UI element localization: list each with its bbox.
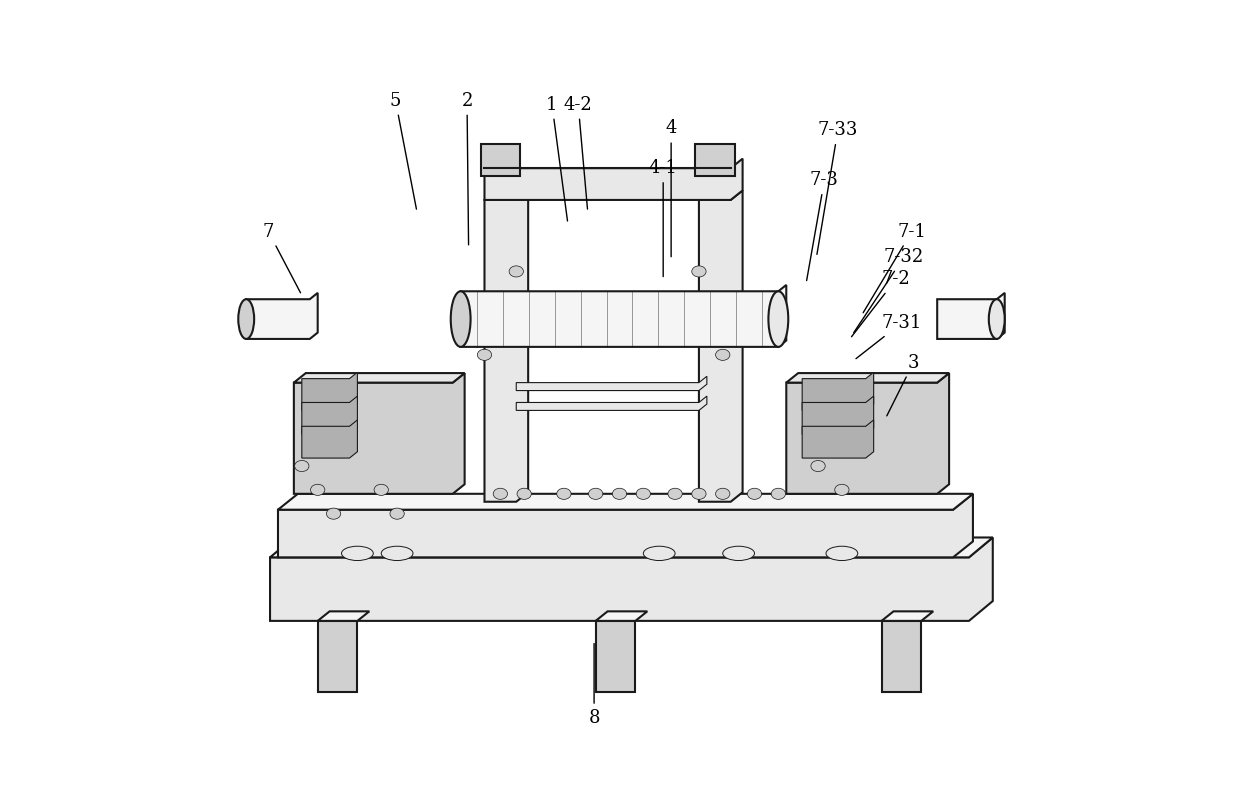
Text: 2: 2 (461, 92, 473, 245)
Ellipse shape (691, 266, 706, 277)
Ellipse shape (643, 546, 675, 560)
Ellipse shape (374, 485, 388, 496)
Polygon shape (802, 372, 873, 410)
Polygon shape (270, 537, 992, 621)
Ellipse shape (691, 489, 706, 500)
Polygon shape (699, 190, 742, 502)
Ellipse shape (517, 489, 532, 500)
Ellipse shape (238, 299, 254, 339)
Text: 4-2: 4-2 (564, 96, 592, 209)
Polygon shape (517, 376, 707, 391)
Polygon shape (787, 373, 949, 383)
Text: 7-2: 7-2 (851, 270, 911, 337)
Ellipse shape (716, 349, 730, 360)
Polygon shape (484, 190, 528, 502)
Polygon shape (695, 144, 735, 176)
Polygon shape (270, 537, 992, 557)
Polygon shape (302, 420, 357, 458)
Ellipse shape (382, 546, 413, 560)
Ellipse shape (326, 508, 341, 519)
Ellipse shape (716, 489, 730, 500)
Polygon shape (484, 159, 742, 200)
Polygon shape (278, 494, 973, 557)
Ellipse shape (311, 485, 325, 496)
Polygon shape (317, 611, 369, 621)
Ellipse shape (493, 489, 508, 500)
Ellipse shape (722, 546, 755, 560)
Text: 7-32: 7-32 (854, 248, 924, 332)
Ellipse shape (612, 489, 627, 500)
Text: 8: 8 (589, 643, 600, 727)
Polygon shape (278, 494, 973, 510)
Ellipse shape (747, 489, 762, 500)
Polygon shape (461, 285, 787, 347)
Ellipse shape (477, 349, 492, 360)
Ellipse shape (768, 291, 788, 347)
Polygon shape (302, 396, 357, 434)
Text: 7-1: 7-1 (864, 222, 927, 312)
Ellipse shape (989, 299, 1005, 339)
Ellipse shape (835, 485, 849, 496)
Polygon shape (294, 373, 465, 494)
Polygon shape (802, 396, 873, 434)
Ellipse shape (589, 489, 603, 500)
Polygon shape (302, 372, 357, 410)
Polygon shape (882, 611, 933, 621)
Polygon shape (317, 621, 357, 693)
Polygon shape (294, 373, 465, 383)
Ellipse shape (556, 489, 571, 500)
Ellipse shape (509, 266, 523, 277)
Polygon shape (596, 621, 636, 693)
Text: 4: 4 (665, 120, 676, 257)
Polygon shape (596, 611, 647, 621)
Ellipse shape (636, 489, 650, 500)
Ellipse shape (826, 546, 857, 560)
Polygon shape (787, 373, 949, 494)
Ellipse shape (342, 546, 373, 560)
Polygon shape (882, 621, 922, 693)
Ellipse shape (295, 461, 309, 472)
Text: 7: 7 (263, 222, 301, 292)
Text: 3: 3 (887, 354, 919, 416)
Text: 7-31: 7-31 (856, 314, 922, 359)
Ellipse shape (810, 461, 825, 472)
Ellipse shape (771, 489, 786, 500)
Text: 1: 1 (546, 96, 567, 221)
Text: 7-3: 7-3 (807, 171, 839, 281)
Polygon shape (517, 396, 707, 410)
Ellipse shape (390, 508, 404, 519)
Polygon shape (937, 292, 1005, 339)
Polygon shape (481, 144, 520, 176)
Polygon shape (247, 292, 317, 339)
Polygon shape (802, 420, 873, 458)
Ellipse shape (668, 489, 683, 500)
Text: 4-1: 4-1 (649, 159, 678, 277)
Ellipse shape (451, 291, 471, 347)
Text: 5: 5 (390, 92, 416, 209)
Text: 7-33: 7-33 (817, 121, 859, 254)
